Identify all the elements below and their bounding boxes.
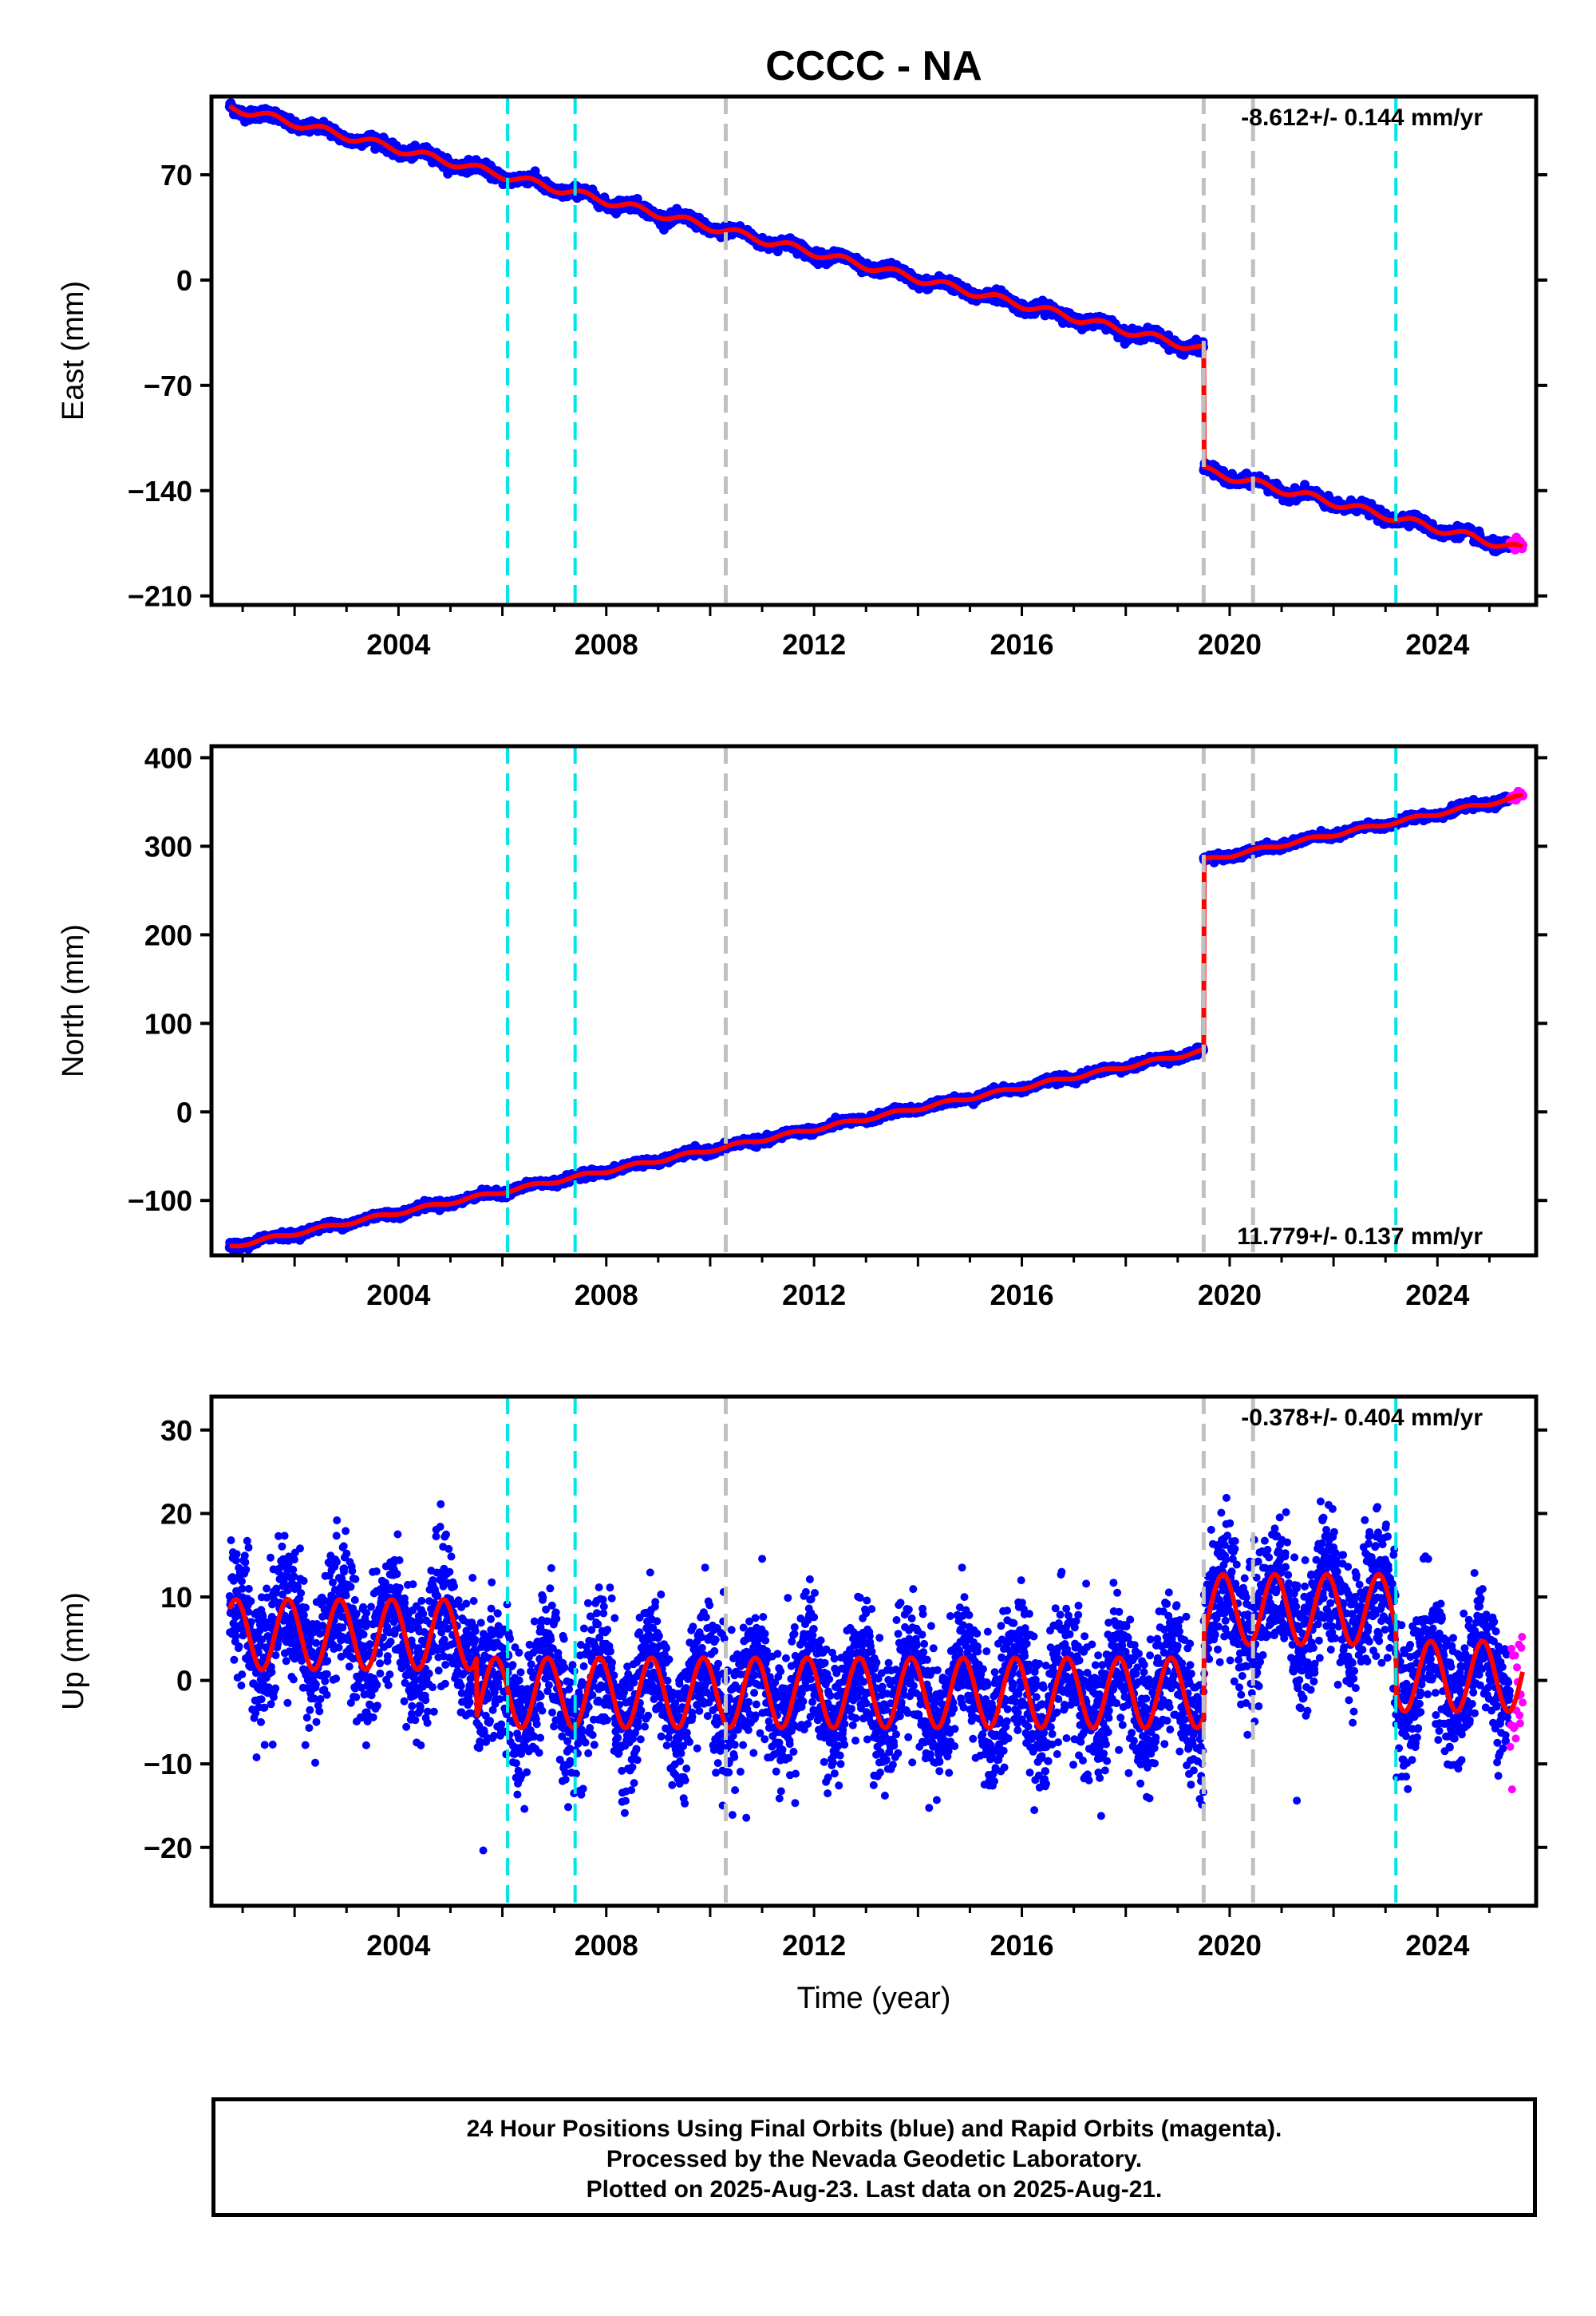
figure-title: CCCC - NA [765, 43, 982, 89]
panel-east: 70 0 −70 −140 −210 2004 2008 2012 2016 2020 2024 Ea… [57, 94, 1547, 661]
y-axis-label: East (mm) [57, 281, 90, 421]
x-tick-label: 2020 [1198, 628, 1262, 661]
y-tick-label: −70 [144, 370, 192, 402]
model-fit-line [227, 104, 1525, 549]
x-tick-label: 2024 [1405, 628, 1469, 661]
x-tick-label: 2004 [366, 628, 430, 661]
x-tick-label: 2012 [782, 628, 846, 661]
x-tick-label: 2016 [990, 628, 1053, 661]
plot-area-north [224, 746, 1528, 1255]
y-tick-label: −210 [128, 580, 192, 613]
y-tick-label: 70 [160, 159, 192, 192]
panel-frame [209, 94, 1539, 607]
y-tick-label: −140 [128, 475, 192, 508]
y-tick-label: 0 [176, 264, 192, 297]
velocity-label: -8.612+/- 0.144 mm/yr [1241, 105, 1483, 131]
plot-area-east [224, 97, 1528, 605]
x-tick-label: 2008 [575, 628, 638, 661]
